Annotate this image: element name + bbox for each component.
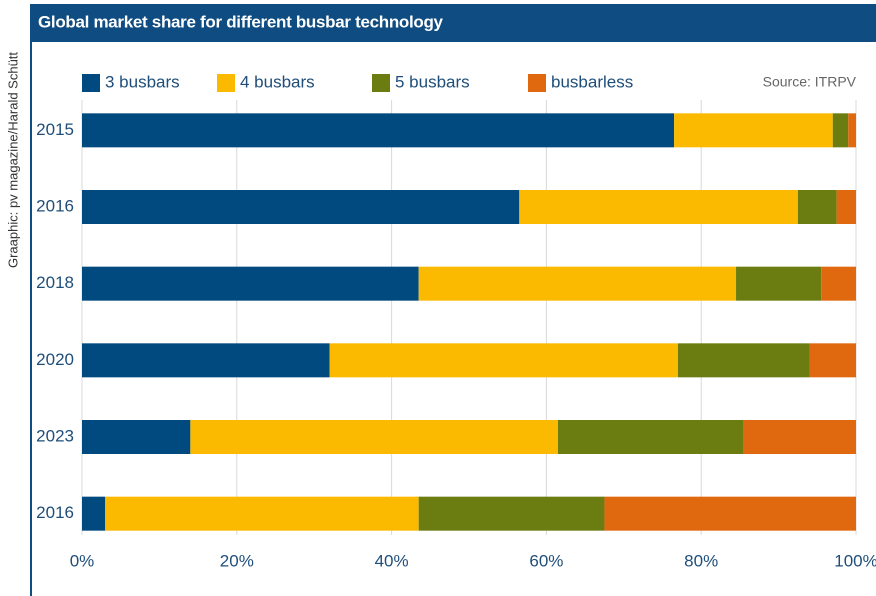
y-tick-label: 2023 (36, 426, 74, 445)
bar-segment (736, 266, 822, 301)
bar-segment (82, 266, 419, 301)
title-bar (30, 4, 876, 42)
x-tick-label: 0% (70, 551, 95, 570)
bar-segment (519, 190, 798, 224)
y-tick-label: 2018 (36, 273, 74, 292)
legend-label: busbarless (551, 72, 633, 91)
chart-title: Global market share for different busbar… (38, 12, 444, 31)
bar-segment (82, 113, 675, 148)
bar-segment (677, 343, 810, 378)
legend-swatch (217, 74, 235, 92)
x-tick-label: 40% (375, 551, 409, 570)
bar-segment (82, 496, 106, 531)
credit: Graaphic: pv magazine/Harald Schütt (5, 52, 20, 268)
bar-segment (743, 420, 856, 454)
x-tick-label: 80% (684, 551, 718, 570)
bar-segment (558, 420, 744, 454)
legend-label: 3 busbars (105, 72, 180, 91)
bar-segment (329, 343, 678, 378)
legend-swatch (82, 74, 100, 92)
bar-segment (836, 190, 856, 224)
legend-swatch (528, 74, 546, 92)
bar-segment (105, 496, 419, 531)
legend-label: 5 busbars (395, 72, 470, 91)
bar-segment (797, 190, 837, 224)
legend-swatch (372, 74, 390, 92)
bar-segment (821, 266, 856, 301)
bar-segment (848, 113, 856, 148)
bar-segment (190, 420, 559, 454)
y-tick-label: 2020 (36, 350, 74, 369)
bar-segment (82, 190, 520, 224)
legend-label: 4 busbars (240, 72, 315, 91)
bar-segment (832, 113, 849, 148)
bar-segment (809, 343, 856, 378)
x-tick-label: 60% (529, 551, 563, 570)
bar-segment (418, 266, 737, 301)
bar-segment (418, 496, 605, 531)
x-tick-label: 100% (834, 551, 876, 570)
bar-segment (674, 113, 833, 148)
y-tick-label: 2016 (36, 503, 74, 522)
source: Source: ITRPV (763, 74, 857, 90)
y-tick-label: 2015 (36, 120, 74, 139)
bar-segment (604, 496, 856, 531)
y-tick-label: 2016 (36, 196, 74, 215)
bar-segment (82, 420, 191, 454)
bar-segment (82, 343, 330, 378)
x-tick-label: 20% (220, 551, 254, 570)
